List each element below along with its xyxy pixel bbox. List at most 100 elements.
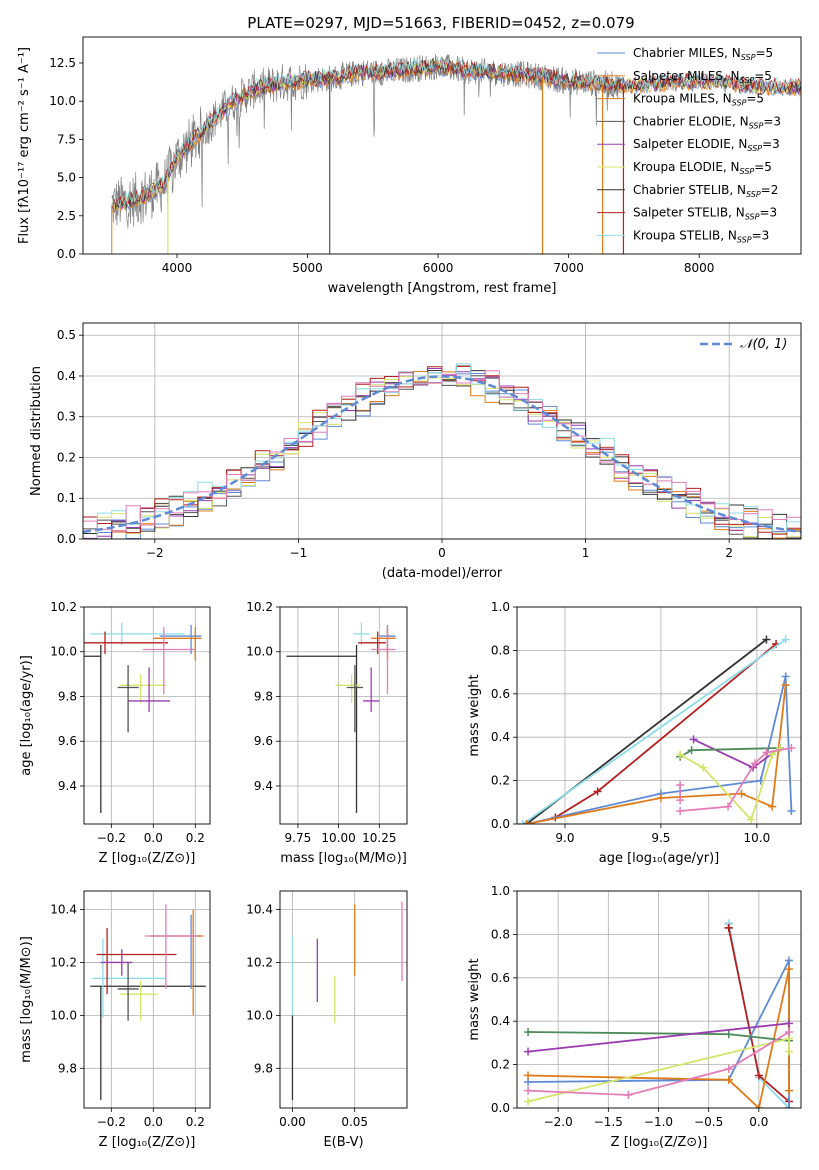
x-axis-label: Z [log₁₀(Z/Z⊙)] (99, 1135, 196, 1150)
y-tick-label: 9.4 (254, 779, 273, 793)
x-tick-label: −2.0 (544, 1115, 573, 1129)
plot-frame (83, 606, 211, 825)
plot-area (90, 904, 206, 1101)
y-tick-label: 0.2 (491, 1058, 510, 1072)
plot-area (518, 635, 796, 824)
weight-marker (762, 635, 771, 644)
weight-marker (676, 780, 685, 789)
y-tick-label: 0.6 (491, 687, 510, 701)
plot-area (291, 901, 403, 1101)
weight-marker (754, 1071, 763, 1080)
weight-marker (784, 1019, 793, 1028)
y-tick-label: 0.8 (491, 643, 510, 657)
y-tick-label: 10.2 (246, 600, 273, 614)
weight-marker (784, 965, 793, 974)
y-axis-label: mass [log₁₀(M/M⊙)] (19, 936, 34, 1063)
weight-vs-metallicity-panel: −2.0 −1.5 −1.0 −0.5 0.0 0.0 0.2 0.4 0.6 0.8 1.0 Z [… (467, 884, 802, 1150)
y-tick-label: 5.0 (57, 171, 76, 185)
x-tick-label: 2 (725, 546, 733, 560)
y-axis-label: mass weight (467, 958, 482, 1040)
legend-label: 𝒩(0, 1) (740, 337, 787, 352)
weight-marker (747, 815, 756, 824)
weight-marker (737, 789, 746, 798)
x-tick-label: 7000 (553, 261, 584, 275)
weight-series-line (527, 1031, 790, 1096)
y-tick-label: 10.2 (50, 600, 77, 614)
weight-marker (624, 1090, 633, 1099)
y-axis-label: age [log₁₀(age/yr)] (19, 655, 34, 776)
weight-vs-age-panel: 9.0 9.5 10.0 0.0 0.2 0.4 0.6 0.8 1.0 age [log₁₀(a… (467, 600, 802, 866)
weight-series-line (522, 638, 787, 824)
x-tick-label: −0.2 (97, 831, 126, 845)
x-tick-label: 9.0 (555, 831, 574, 845)
y-axis-label: Normed distribution (29, 366, 44, 496)
spectrum-panel: 4000 5000 6000 7000 8000 0.0 2.5 5.0 7.5 10.0 12.5… (17, 36, 802, 296)
x-tick-label: 0.00 (279, 1115, 306, 1129)
plot-frame (82, 322, 802, 540)
weight-marker (724, 1075, 733, 1084)
x-tick-label: 0.2 (186, 1115, 205, 1129)
legend-label: Salpeter STELIB, NSSP=3 (633, 206, 777, 222)
y-tick-label: 10.0 (50, 645, 77, 659)
x-tick-label: 10.00 (321, 831, 355, 845)
x-tick-label: 1 (582, 546, 590, 560)
y-tick-label: 10.0 (49, 94, 76, 108)
weight-marker (522, 820, 531, 824)
x-tick-label: −1.5 (594, 1115, 623, 1129)
model-spectrum (111, 57, 801, 207)
weight-marker (784, 1047, 793, 1056)
legend-label: Kroupa ELODIE, NSSP=5 (633, 160, 772, 176)
mass-vs-ebv-panel: 0.00 0.05 9.8 10.0 10.2 10.4 E(B-V) (246, 890, 408, 1150)
age-vs-metallicity-panel: −0.2 0.0 0.2 9.4 9.6 9.8 10.0 10.2 Z [log₁₀(Z/Z⊙… (19, 600, 211, 866)
x-tick-label: 0.2 (186, 831, 205, 845)
plot-area (84, 622, 202, 813)
y-tick-label: 9.4 (58, 779, 77, 793)
legend-label: Kroupa STELIB, NSSP=3 (633, 228, 769, 244)
weight-marker (676, 750, 685, 759)
x-tick-label: −0.2 (97, 1115, 126, 1129)
weight-series-line (527, 1022, 790, 1053)
plot-frame (83, 890, 211, 1109)
plot-frame (279, 890, 408, 1109)
x-tick-label: −1 (290, 546, 308, 560)
x-tick-label: 0.0 (749, 1115, 768, 1129)
weight-marker (689, 735, 698, 744)
plot-frame (82, 36, 802, 255)
x-tick-label: 8000 (684, 261, 715, 275)
y-tick-label: 0.3 (57, 410, 76, 424)
weight-marker (593, 787, 602, 796)
y-tick-label: 1.0 (491, 884, 510, 898)
y-tick-label: 0.0 (57, 247, 76, 261)
y-tick-label: 0.8 (491, 927, 510, 941)
weight-marker (524, 1028, 533, 1037)
plot-frame (516, 606, 802, 825)
weight-marker (724, 802, 733, 811)
y-tick-label: 10.0 (246, 645, 273, 659)
y-axis-label: Flux [fλ10⁻¹⁷ erg cm⁻² s⁻¹ A⁻¹] (17, 47, 32, 244)
y-axis-label: mass weight (467, 674, 482, 756)
y-tick-label: 0.0 (491, 817, 510, 831)
weight-marker (781, 635, 790, 644)
x-tick-label: 9.5 (651, 831, 670, 845)
y-tick-label: 9.8 (58, 689, 77, 703)
x-tick-label: 4000 (162, 261, 193, 275)
y-tick-label: 7.5 (57, 132, 76, 146)
y-tick-label: 12.5 (49, 56, 76, 70)
plot-area (83, 363, 801, 539)
weight-marker (750, 759, 759, 768)
weight-marker (724, 1064, 733, 1073)
x-tick-label: −2 (146, 546, 164, 560)
y-tick-label: 0.4 (491, 1014, 510, 1028)
weight-marker (754, 1104, 763, 1108)
weight-series-line (527, 968, 790, 1108)
weight-marker (699, 763, 708, 772)
y-tick-label: 10.0 (246, 1008, 273, 1022)
legend-label: Salpeter MILES, NSSP=5 (633, 69, 772, 85)
weight-marker (524, 1071, 533, 1080)
y-tick-label: 0.4 (57, 369, 76, 383)
weight-marker (787, 744, 796, 753)
weight-marker (784, 1104, 793, 1108)
x-tick-label: 5000 (292, 261, 323, 275)
weight-marker (768, 802, 777, 811)
